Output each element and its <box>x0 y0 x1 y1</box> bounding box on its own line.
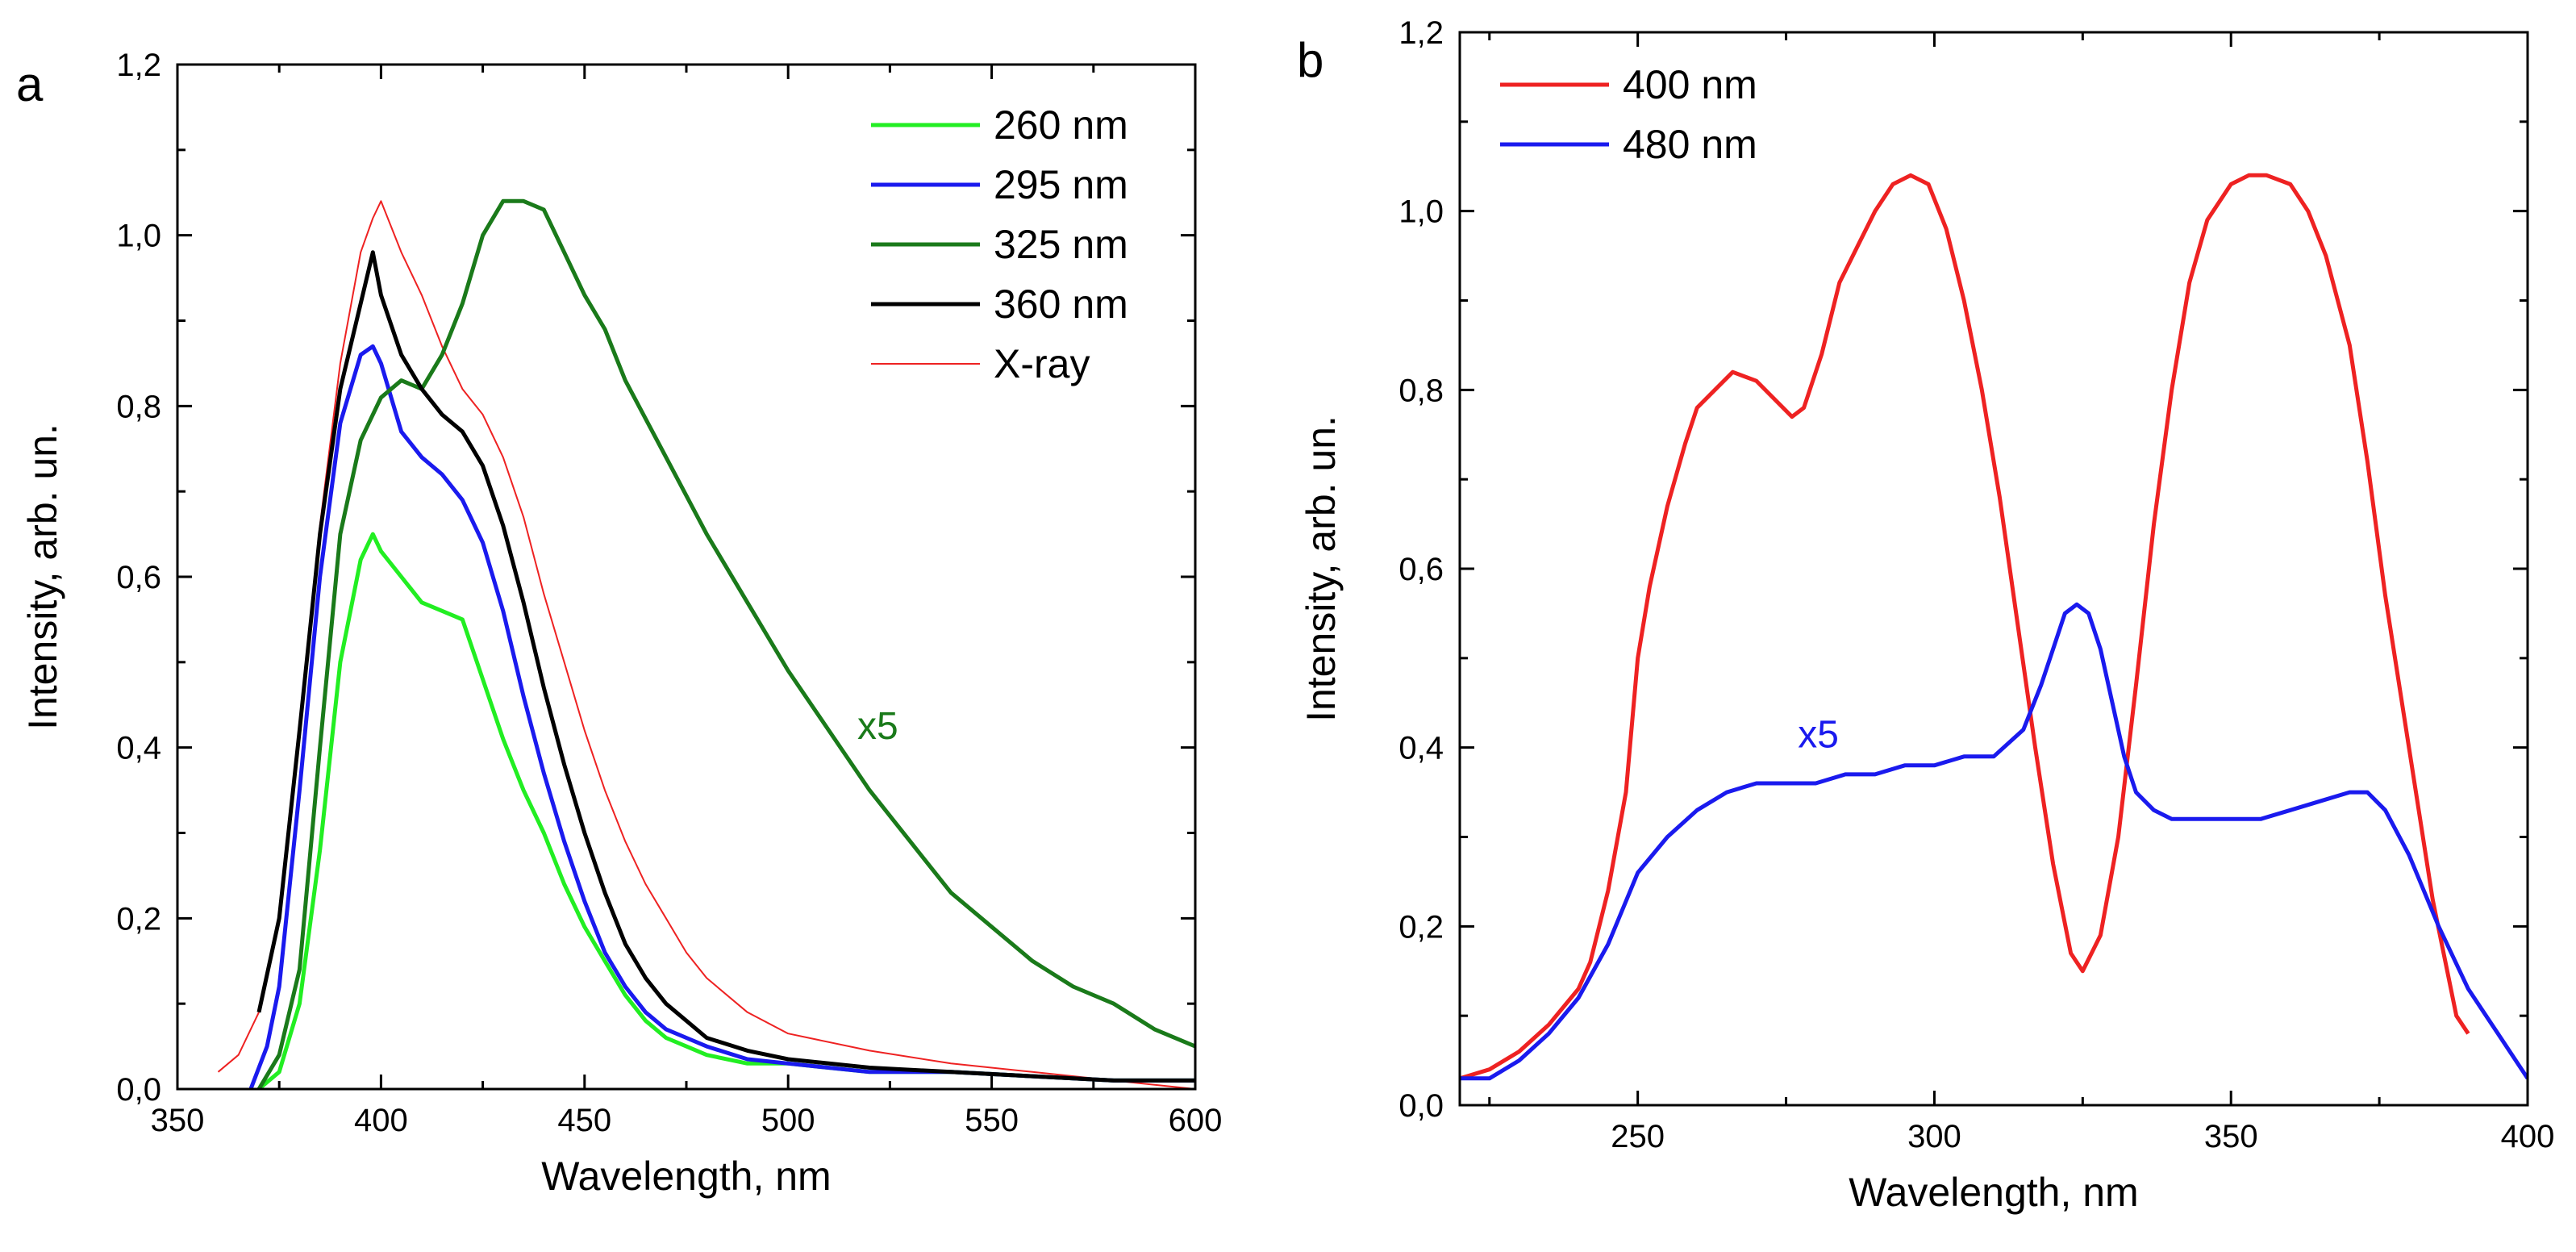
panel-a-series-x-ray <box>217 200 1195 1089</box>
panel-a-legend-label: 325 nm <box>994 222 1128 267</box>
panel-b-y-tick-label: 0,0 <box>1398 1088 1444 1124</box>
panel-b-y-tick-label: 0,6 <box>1398 552 1444 587</box>
panel-a-legend-label: X-ray <box>994 341 1090 386</box>
panel-a-y-tick-label: 1,2 <box>116 48 161 83</box>
panel-a-y-tick-label: 0,8 <box>116 389 161 424</box>
panel-a-y-axis-label: Intensity, arb. un. <box>20 424 65 730</box>
panel-a-x-tick-label: 550 <box>965 1103 1019 1138</box>
panel-a-legend-label: 260 nm <box>994 102 1128 148</box>
panel-b-x-tick-label: 400 <box>2501 1119 2555 1154</box>
panel-b-x-axis-label: Wavelength, nm <box>1849 1170 2138 1215</box>
panel-a-annotation: x5 <box>857 705 898 748</box>
panel-b-legend-label: 480 nm <box>1623 122 1757 167</box>
panel-b-y-tick-label: 0,8 <box>1398 373 1444 408</box>
panel-a-x-axis-label: Wavelength, nm <box>541 1154 831 1199</box>
panel-a-legend-label: 360 nm <box>994 282 1128 327</box>
panel-a-panel-label: a <box>16 57 44 111</box>
panel-a-series-360-nm <box>256 250 1195 1083</box>
panel-a: a 350 400 450 500 550 600 0,0 0,2 0,4 0,6 0,8 1,0 1,2… <box>16 48 1222 1199</box>
panel-a-series-325-nm <box>256 198 1195 1089</box>
panel-a-x-tick-label: 350 <box>151 1103 205 1138</box>
panel-a-plot-frame <box>176 63 1197 1091</box>
panel-b-x-tick-label: 300 <box>1907 1119 1961 1154</box>
panel-a-series-260-nm <box>257 532 1195 1089</box>
panel-b-y-tick-label: 0,2 <box>1398 909 1444 945</box>
panel-a-y-tick-label: 1,0 <box>116 219 161 254</box>
panel-a-x-tick-label: 400 <box>354 1103 408 1138</box>
panel-b-y-tick-label: 1,2 <box>1398 15 1444 51</box>
panel-a-y-tick-label: 0,4 <box>116 731 161 766</box>
panel-a-x-tick-label: 450 <box>557 1103 611 1138</box>
panel-b-panel-label: b <box>1297 33 1323 87</box>
panel-a-y-tick-label: 0,6 <box>116 560 161 595</box>
panel-a-x-tick-label: 600 <box>1169 1103 1223 1138</box>
panel-b-x-tick-label: 350 <box>2204 1119 2258 1154</box>
panel-b: b 250 300 350 400 0,0 0,2 0,4 0,6 0,8 1,0 1,2 Wavele… <box>1297 15 2554 1215</box>
panel-a-y-tick-label: 0,2 <box>116 901 161 937</box>
panel-b-plot-frame <box>1458 31 2529 1107</box>
panel-b-y-tick-label: 1,0 <box>1398 194 1444 230</box>
panel-a-y-tick-label: 0,0 <box>116 1072 161 1108</box>
panel-a-legend-label: 295 nm <box>994 162 1128 207</box>
panel-b-x-tick-label: 250 <box>1611 1119 1665 1154</box>
panel-b-annotation: x5 <box>1798 714 1839 757</box>
panel-b-legend-label: 400 nm <box>1623 62 1757 107</box>
panel-b-series-480-nm <box>1460 602 2528 1081</box>
panel-b-series-400-nm <box>1460 173 2470 1081</box>
panel-a-series-295-nm <box>248 344 1195 1089</box>
panel-b-y-tick-label: 0,4 <box>1398 731 1444 766</box>
panel-a-x-tick-label: 500 <box>761 1103 815 1138</box>
panel-b-y-axis-label: Intensity, arb. un. <box>1298 415 1344 722</box>
